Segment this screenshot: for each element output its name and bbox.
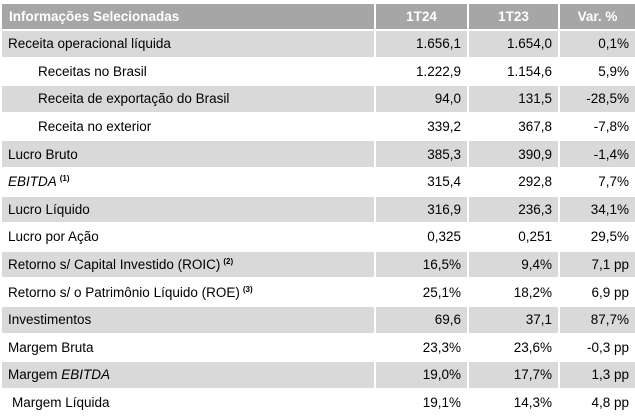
row-label: Margem EBITDA: [2, 362, 374, 388]
value-1t23: 23,6%: [513, 339, 552, 355]
value-1t23: 1.654,0: [469, 31, 558, 57]
value-1t24: 315,4: [427, 174, 461, 190]
value-var: 7,1 pp: [560, 251, 635, 278]
value-1t24: 1.222,9: [415, 63, 461, 79]
value-var: 6,9 pp: [591, 284, 629, 300]
row-label: EBITDA (1): [8, 174, 70, 190]
value-1t23: 9,4%: [469, 251, 558, 278]
value-1t23: 37,1: [469, 306, 558, 333]
header-1t24: 1T24: [376, 4, 467, 29]
value-1t24: 1.656,1: [376, 31, 467, 57]
value-1t24: 316,9: [376, 196, 467, 223]
value-1t24: 0,325: [427, 229, 461, 245]
row-label: Retorno s/ o Patrimônio Líquido (ROE) (3): [8, 284, 253, 300]
value-1t24: 16,5%: [376, 251, 467, 278]
table-row: Lucro por Ação 0,325 0,251 29,5%: [2, 224, 635, 250]
table-row: Margem Líquida 19,1% 14,3% 4,8 pp: [2, 390, 635, 416]
value-var: 34,1%: [560, 196, 635, 223]
row-label: Lucro Líquido: [2, 196, 374, 223]
row-label: Margem Bruta: [8, 339, 94, 355]
value-1t24: 385,3: [376, 141, 467, 167]
value-var: 4,8 pp: [591, 395, 629, 411]
header-row: Informações Selecionadas 1T24 1T23 Var. …: [2, 4, 635, 29]
table-row: Receita no exterior 339,2 367,8 -7,8%: [2, 114, 635, 140]
value-1t23: 236,3: [469, 196, 558, 223]
value-1t24: 19,0%: [376, 362, 467, 388]
footnote-marker: (3): [242, 284, 253, 294]
row-label: Investimentos: [2, 306, 374, 333]
table-row: Receita operacional líquida 1.656,1 1.65…: [2, 31, 635, 57]
table-row: Retorno s/ Capital Investido (ROIC) (2) 1…: [2, 251, 635, 278]
header-1t23: 1T23: [469, 4, 558, 29]
value-1t23: 390,9: [469, 141, 558, 167]
value-var: 87,7%: [560, 306, 635, 333]
value-var: -28,5%: [560, 86, 635, 112]
value-1t23: 367,8: [518, 119, 552, 135]
value-var: 0,1%: [560, 31, 635, 57]
value-1t23: 14,3%: [513, 395, 552, 411]
value-1t23: 18,2%: [513, 284, 552, 300]
value-var: 5,9%: [598, 63, 629, 79]
table-row: Lucro Bruto 385,3 390,9 -1,4%: [2, 141, 635, 167]
value-1t24: 25,1%: [422, 284, 461, 300]
header-label: Informações Selecionadas: [2, 4, 374, 29]
row-label: Receita no exterior: [38, 119, 152, 135]
table-row: Lucro Líquido 316,9 236,3 34,1%: [2, 196, 635, 223]
value-1t24: 23,3%: [422, 339, 461, 355]
table-row: Margem Bruta 23,3% 23,6% -0,3 pp: [2, 335, 635, 361]
value-1t24: 339,2: [427, 119, 461, 135]
table-row: Margem EBITDA 19,0% 17,7% 1,3 pp: [2, 362, 635, 388]
row-label: Lucro por Ação: [8, 229, 99, 245]
value-1t23: 17,7%: [469, 362, 558, 388]
value-1t23: 0,251: [518, 229, 552, 245]
table-row: Receitas no Brasil 1.222,9 1.154,6 5,9%: [2, 59, 635, 85]
table-row: EBITDA (1) 315,4 292,8 7,7%: [2, 169, 635, 195]
footnote-marker: (1): [59, 174, 70, 184]
value-1t23: 292,8: [518, 174, 552, 190]
value-var: -0,3 pp: [586, 339, 629, 355]
footnote-marker: (2): [223, 257, 234, 267]
value-1t24: 19,1%: [422, 395, 461, 411]
value-1t24: 69,6: [376, 306, 467, 333]
table-row: Receita de exportação do Brasil 94,0 131…: [2, 86, 635, 112]
row-label: Retorno s/ Capital Investido (ROIC) (2): [2, 251, 374, 278]
value-1t24: 94,0: [376, 86, 467, 112]
row-label: Receitas no Brasil: [38, 63, 147, 79]
value-1t23: 1.154,6: [506, 63, 552, 79]
table-row: Investimentos 69,6 37,1 87,7%: [2, 306, 635, 333]
row-label: Receita operacional líquida: [2, 31, 374, 57]
row-label: Lucro Bruto: [2, 141, 374, 167]
value-var: -1,4%: [560, 141, 635, 167]
value-var: -7,8%: [593, 119, 629, 135]
value-var: 29,5%: [590, 229, 629, 245]
row-label: Margem Líquida: [12, 395, 110, 411]
value-1t23: 131,5: [469, 86, 558, 112]
value-var: 7,7%: [598, 174, 629, 190]
row-label: Receita de exportação do Brasil: [2, 86, 374, 112]
value-var: 1,3 pp: [560, 362, 635, 388]
header-var: Var. %: [560, 4, 635, 29]
table-row: Retorno s/ o Patrimônio Líquido (ROE) (3)…: [2, 279, 635, 305]
